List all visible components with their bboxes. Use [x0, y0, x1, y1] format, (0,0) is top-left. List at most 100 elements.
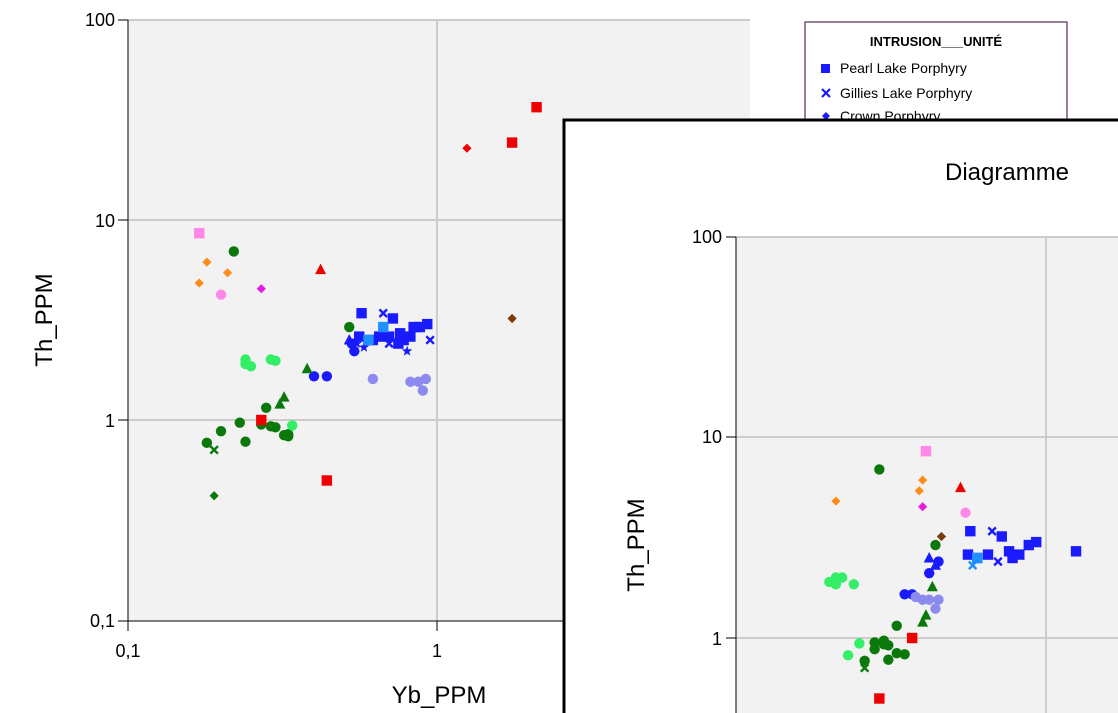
overlay-data-point	[996, 531, 1007, 542]
overlay-ytick-label: 10	[702, 427, 722, 447]
main-data-point	[301, 362, 313, 374]
overlay-data-point	[1003, 546, 1015, 557]
overlay-data-point	[1031, 536, 1042, 548]
overlay-data-point	[987, 526, 997, 536]
overlay-data-point	[830, 579, 842, 590]
legend-entry: Pearl Lake Porphyry	[821, 60, 967, 76]
main-data-point	[240, 436, 251, 447]
overlay-y-axis-label: Th_PPM	[623, 498, 650, 591]
overlay-data-point	[962, 549, 974, 560]
overlay-data-point	[836, 572, 848, 583]
main-xtick-label: 0,1	[115, 641, 140, 661]
main-data-point	[420, 373, 432, 385]
overlay-points	[824, 445, 1082, 704]
main-data-point	[462, 143, 472, 153]
overlay-data-point	[883, 654, 894, 665]
legend-label: Gillies Lake Porphyry	[840, 85, 972, 101]
overlay-data-point	[933, 594, 944, 605]
main-data-point	[283, 428, 294, 440]
main-data-point	[367, 373, 379, 385]
overlay-data-point	[924, 568, 935, 579]
legend-box	[804, 21, 1068, 133]
main-data-point	[405, 376, 416, 387]
main-ytick-label: 0,1	[90, 611, 115, 631]
overlay-data-point	[914, 486, 924, 496]
overlay-data-point	[920, 445, 932, 457]
main-x-axis-label: Yb_PPM	[392, 682, 487, 709]
main-data-point	[378, 308, 388, 318]
main-data-point	[278, 391, 290, 402]
main-data-point	[394, 328, 406, 339]
overlay-data-point	[842, 650, 854, 661]
main-data-point	[209, 491, 219, 501]
main-data-point	[321, 371, 333, 382]
overlay-ytick-label: 100	[692, 227, 722, 247]
main-data-point	[376, 331, 387, 341]
main-data-point	[398, 334, 409, 346]
overlay-data-point	[906, 632, 918, 644]
overlay-data-point	[924, 594, 935, 605]
legend: INTRUSION___UNITÉ Pearl Lake Porphyry Gi…	[804, 21, 1068, 133]
main-data-point	[356, 307, 367, 319]
overlay-plot-area	[736, 237, 1118, 713]
overlay-data-point	[972, 552, 983, 564]
overlay-data-point	[933, 556, 944, 567]
overlay-data-point	[899, 649, 910, 660]
main-data-point	[209, 445, 219, 455]
main-data-point	[531, 101, 542, 113]
main-data-point	[414, 321, 426, 333]
overlay-data-point	[965, 525, 976, 537]
main-data-point	[383, 331, 395, 342]
overlay-data-point	[859, 663, 870, 673]
main-data-point	[417, 385, 429, 396]
overlay-data-point	[874, 693, 885, 704]
overlay-data-point	[1007, 552, 1018, 564]
main-data-point	[228, 246, 240, 257]
main-data-point	[343, 334, 355, 345]
overlay-data-point	[874, 464, 885, 475]
main-data-point	[315, 263, 327, 275]
overlay-data-point	[968, 560, 978, 570]
main-ytick-label: 10	[95, 211, 115, 231]
main-data-point	[270, 422, 281, 433]
main-data-point	[215, 425, 227, 437]
overlay-data-point	[891, 648, 902, 659]
main-data-point	[234, 417, 245, 428]
overlay-data-point	[918, 475, 928, 485]
main-data-point	[194, 227, 205, 239]
overlay-ticks	[726, 236, 736, 639]
main-ticks	[118, 19, 438, 631]
main-ytick-label: 100	[85, 10, 115, 30]
overlay-data-point	[982, 549, 994, 560]
overlay-data-point	[923, 552, 935, 563]
main-xtick-label: 1	[432, 641, 442, 661]
overlay-chart: Diagramme 100 10 1 Th_PPM	[562, 118, 1118, 713]
overlay-data-point	[831, 496, 841, 506]
main-data-point	[308, 371, 320, 382]
main-data-point	[358, 341, 370, 352]
overlay-grid	[736, 236, 1118, 713]
main-data-point	[353, 331, 365, 342]
main-data-point	[363, 334, 374, 346]
main-data-point	[194, 278, 204, 288]
overlay-data-point	[960, 507, 971, 518]
main-data-point	[202, 257, 212, 267]
main-ytick-label: 1	[105, 411, 115, 431]
overlay-data-point	[859, 655, 870, 667]
main-data-point	[401, 345, 413, 356]
overlay-data-point	[936, 531, 947, 542]
overlay-data-point	[993, 556, 1003, 567]
main-data-point	[344, 321, 355, 333]
legend-entry: Gillies Lake Porphyry	[821, 85, 972, 101]
main-data-point	[256, 414, 267, 426]
main-data-point	[408, 321, 419, 333]
main-data-point	[393, 338, 404, 349]
main-data-point	[378, 321, 389, 333]
overlay-data-point	[891, 620, 902, 631]
overlay-data-point	[930, 603, 941, 614]
overlay-data-point	[1014, 549, 1025, 560]
main-data-point	[270, 355, 281, 367]
main-data-point	[422, 318, 433, 330]
overlay-data-point	[869, 637, 880, 648]
